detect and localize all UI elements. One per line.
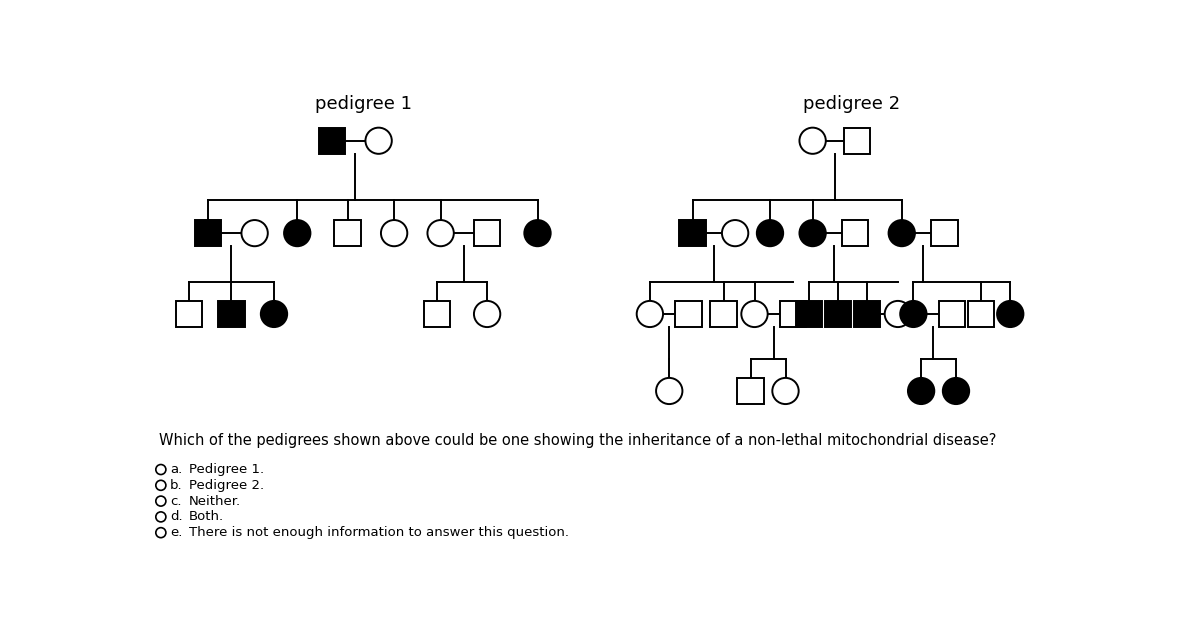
Circle shape xyxy=(722,220,749,247)
Bar xyxy=(335,220,361,247)
Bar xyxy=(967,301,994,327)
Circle shape xyxy=(260,301,287,327)
Circle shape xyxy=(156,512,166,522)
Bar xyxy=(826,301,851,327)
Circle shape xyxy=(156,480,166,491)
Text: There is not enough information to answer this question.: There is not enough information to answe… xyxy=(188,526,569,539)
Circle shape xyxy=(156,465,166,474)
Circle shape xyxy=(799,220,826,247)
Text: Pedigree 1.: Pedigree 1. xyxy=(188,463,264,476)
Circle shape xyxy=(888,220,914,247)
Bar xyxy=(853,301,880,327)
Bar xyxy=(842,220,869,247)
Bar xyxy=(738,378,764,404)
Circle shape xyxy=(241,220,268,247)
Circle shape xyxy=(742,301,768,327)
Bar xyxy=(218,301,245,327)
Text: c.: c. xyxy=(170,494,181,507)
Text: e.: e. xyxy=(170,526,182,539)
Bar xyxy=(844,128,870,154)
Text: Pedigree 2.: Pedigree 2. xyxy=(188,479,264,492)
Bar xyxy=(319,128,346,154)
Bar xyxy=(710,301,737,327)
Circle shape xyxy=(757,220,784,247)
Text: d.: d. xyxy=(170,510,182,524)
Circle shape xyxy=(997,301,1024,327)
Text: Both.: Both. xyxy=(188,510,224,524)
Bar xyxy=(938,301,965,327)
Bar xyxy=(679,220,706,247)
Text: Which of the pedigrees shown above could be one showing the inheritance of a non: Which of the pedigrees shown above could… xyxy=(160,433,997,448)
Text: a.: a. xyxy=(170,463,182,476)
Bar xyxy=(194,220,221,247)
Circle shape xyxy=(284,220,311,247)
Bar xyxy=(676,301,702,327)
Bar xyxy=(175,301,202,327)
Bar xyxy=(796,301,822,327)
Circle shape xyxy=(943,378,970,404)
Circle shape xyxy=(637,301,664,327)
Circle shape xyxy=(366,128,391,154)
Text: Neither.: Neither. xyxy=(188,494,241,507)
Circle shape xyxy=(380,220,407,247)
Bar xyxy=(474,220,500,247)
Circle shape xyxy=(884,301,911,327)
Circle shape xyxy=(474,301,500,327)
Circle shape xyxy=(908,378,935,404)
Bar xyxy=(424,301,450,327)
Bar xyxy=(780,301,806,327)
Text: pedigree 2: pedigree 2 xyxy=(803,94,900,112)
Circle shape xyxy=(156,528,166,538)
Circle shape xyxy=(656,378,683,404)
Circle shape xyxy=(427,220,454,247)
Circle shape xyxy=(156,496,166,506)
Circle shape xyxy=(773,378,799,404)
Text: pedigree 1: pedigree 1 xyxy=(314,94,412,112)
Circle shape xyxy=(799,128,826,154)
Circle shape xyxy=(524,220,551,247)
Bar xyxy=(931,220,958,247)
Text: b.: b. xyxy=(170,479,182,492)
Circle shape xyxy=(900,301,926,327)
